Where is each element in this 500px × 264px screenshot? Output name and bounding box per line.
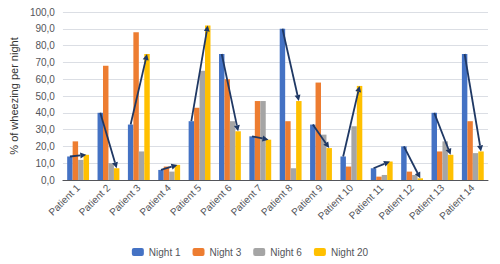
svg-text:Patient 3: Patient 3: [107, 182, 143, 218]
svg-text:Patient 8: Patient 8: [259, 182, 295, 218]
svg-text:Patient 14: Patient 14: [437, 182, 477, 222]
svg-text:Patient 4: Patient 4: [137, 182, 173, 218]
svg-text:80,0: 80,0: [35, 40, 55, 51]
svg-text:Patient 7: Patient 7: [229, 182, 265, 218]
svg-text:Patient 2: Patient 2: [77, 182, 113, 218]
svg-text:70,0: 70,0: [35, 57, 55, 68]
svg-text:Patient 10: Patient 10: [315, 182, 356, 222]
svg-text:Patient 9: Patient 9: [289, 182, 325, 218]
svg-text:Patient 12: Patient 12: [376, 182, 416, 222]
svg-text:50,0: 50,0: [35, 91, 55, 102]
svg-text:Night 20: Night 20: [331, 247, 369, 258]
svg-text:60,0: 60,0: [35, 74, 55, 85]
svg-text:30,0: 30,0: [35, 124, 55, 135]
svg-text:Night 6: Night 6: [270, 247, 302, 258]
svg-text:Patient 6: Patient 6: [198, 182, 234, 218]
svg-text:Patient 13: Patient 13: [406, 182, 447, 222]
svg-text:Night 3: Night 3: [210, 247, 242, 258]
svg-text:100,0: 100,0: [30, 7, 55, 18]
svg-text:Patient 11: Patient 11: [346, 182, 386, 222]
svg-text:Night 1: Night 1: [149, 247, 181, 258]
svg-text:90,0: 90,0: [35, 23, 55, 34]
svg-text:Patient 1: Patient 1: [46, 182, 82, 218]
svg-text:Patient 5: Patient 5: [168, 182, 204, 218]
svg-text:40,0: 40,0: [35, 107, 55, 118]
svg-text:0,0: 0,0: [41, 175, 55, 186]
svg-text:% of wheezing per night: % of wheezing per night: [8, 37, 20, 154]
svg-text:10,0: 10,0: [35, 158, 55, 169]
svg-text:20,0: 20,0: [35, 141, 55, 152]
